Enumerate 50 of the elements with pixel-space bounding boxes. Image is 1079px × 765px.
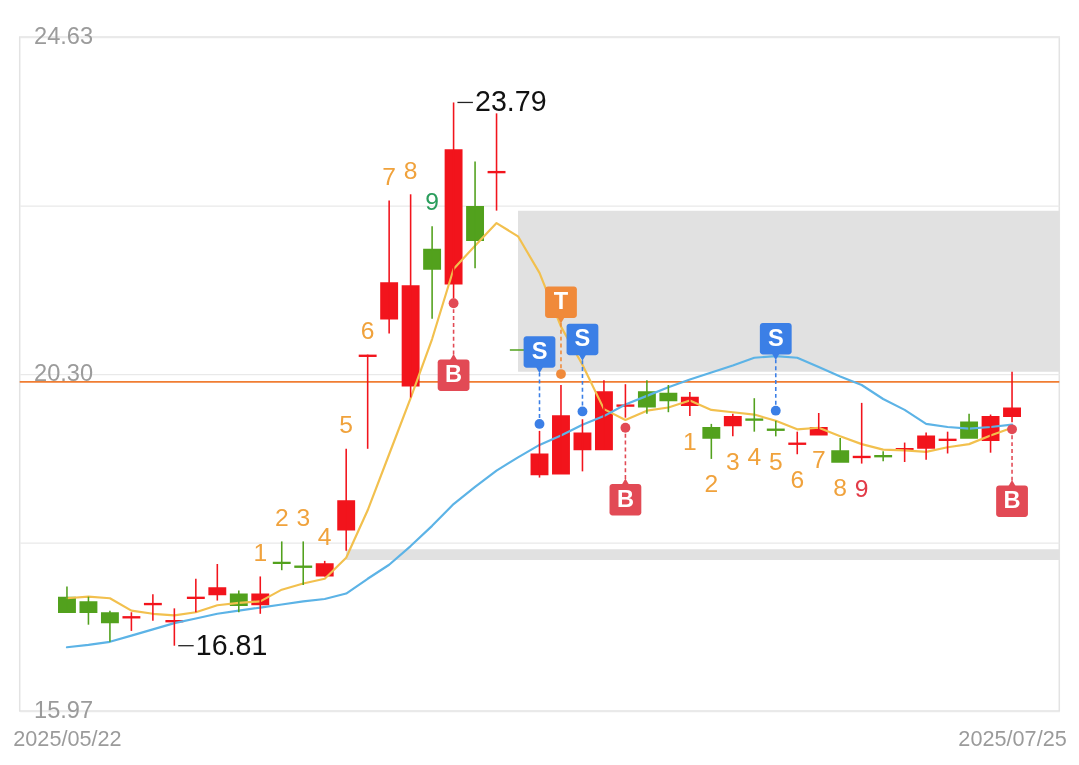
text: 2 — [704, 470, 719, 498]
x-tick-label: 2025/05/22 — [13, 726, 122, 752]
y-tick-label: 24.63 — [34, 23, 94, 50]
text: 4 — [747, 443, 762, 471]
candlestick — [616, 383, 635, 419]
text: 9 — [854, 475, 869, 503]
text: 7 — [811, 446, 826, 474]
annotation: 23.79 — [475, 85, 547, 118]
data-label: S — [767, 324, 784, 351]
text: 1 — [683, 427, 697, 455]
candlestick — [208, 563, 227, 602]
text: 8 — [833, 473, 848, 501]
candlestick — [659, 384, 678, 414]
data-label: B — [445, 361, 463, 388]
candlestick — [100, 609, 119, 643]
text: 1 — [253, 538, 268, 566]
x-tick-label: 2025/07/25 — [958, 726, 1067, 752]
data-label: S — [574, 325, 591, 352]
point — [1007, 424, 1017, 435]
text: 4 — [317, 523, 332, 551]
candlestick — [380, 199, 399, 335]
annotation: 16.81 — [195, 628, 268, 661]
point — [448, 298, 459, 309]
y-tick-label: 15.97 — [34, 697, 94, 724]
candlestick — [337, 448, 356, 552]
candlestick — [573, 418, 592, 473]
y-tick-label: 20.30 — [34, 360, 94, 387]
text: 7 — [382, 162, 396, 190]
data-label: B — [616, 485, 634, 512]
text: 6 — [360, 316, 375, 344]
candlestick — [423, 225, 442, 320]
text: 3 — [725, 447, 740, 475]
text: 6 — [790, 465, 805, 493]
text: 5 — [339, 411, 354, 439]
candlestick — [831, 437, 850, 463]
text: 8 — [403, 156, 418, 184]
data-label: S — [531, 337, 548, 364]
candlestick — [745, 397, 764, 433]
text: 2 — [274, 503, 289, 531]
candlestick — [401, 193, 420, 399]
text: 3 — [296, 503, 311, 531]
candlestick — [530, 430, 549, 479]
text: 5 — [768, 447, 783, 475]
point — [556, 369, 566, 379]
text: 9 — [425, 188, 439, 216]
point — [620, 422, 631, 433]
candlestick — [702, 423, 721, 460]
candlestick — [79, 595, 98, 626]
data-label: T — [553, 288, 569, 315]
data-label: B — [1003, 487, 1021, 514]
